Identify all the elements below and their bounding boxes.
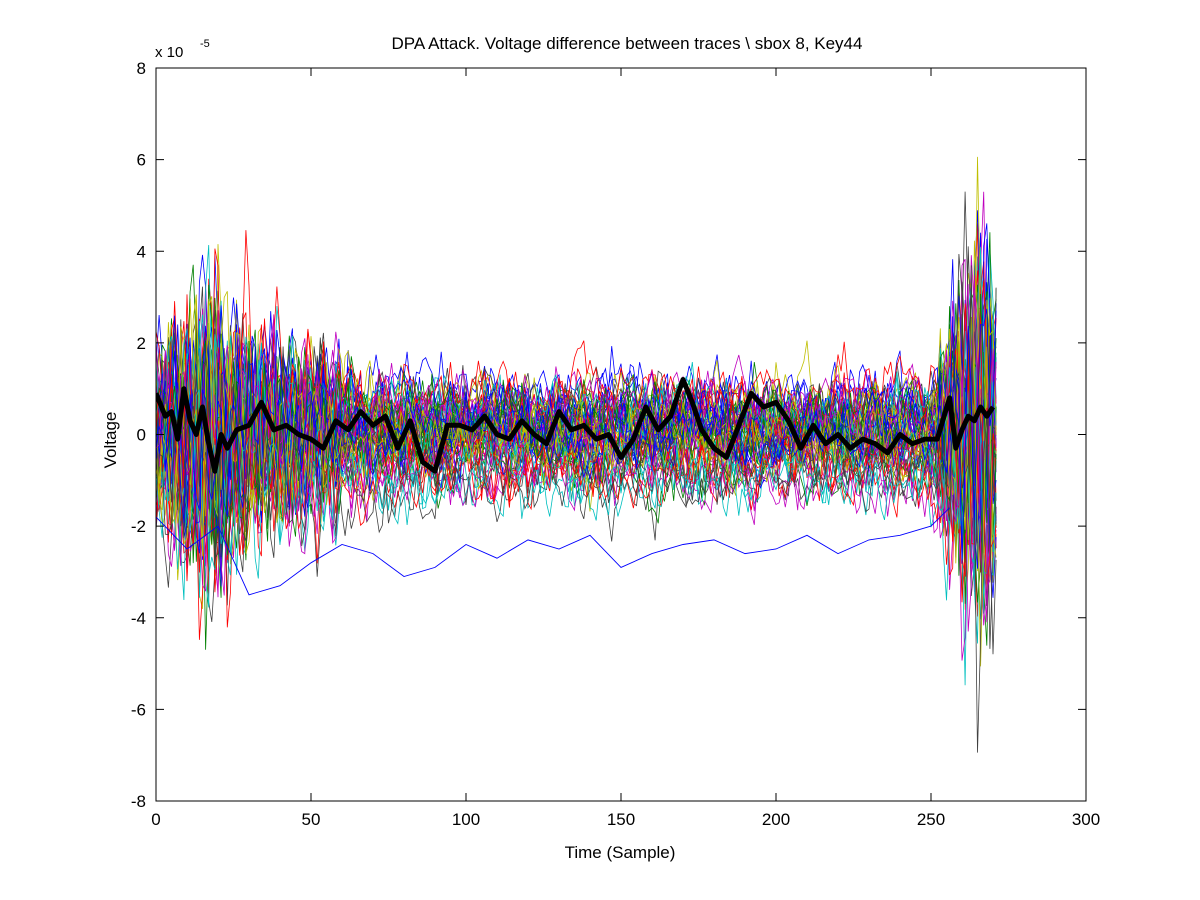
y-axis-label: Voltage [101,412,120,469]
highlighted-trace-layer [156,377,996,474]
x-tick-label: 0 [151,810,160,829]
background-trace [156,244,997,567]
y-exponent-base: x 10 [155,44,183,61]
x-tick-label: 200 [762,810,790,829]
y-tick-label: -6 [131,700,146,719]
x-tick-label: 150 [607,810,635,829]
y-tick-label: 8 [137,59,146,78]
chart-title: DPA Attack. Voltage difference between t… [392,34,863,53]
background-trace [156,334,997,608]
y-tick-label: 2 [137,334,146,353]
y-tick-label: 0 [137,426,146,445]
background-trace [156,240,997,557]
background-trace [156,308,997,564]
background-traces [156,156,997,753]
axis-ticks: 0 50 100 150 200 250 300 -8 -6 -4 -2 0 2 4 6 8 [131,59,1100,829]
x-tick-label: 300 [1072,810,1100,829]
y-tick-label: 4 [137,242,146,261]
x-tick-label: 50 [302,810,321,829]
plot-area [156,156,997,753]
y-tick-label: -4 [131,609,146,628]
y-exponent-power: -5 [200,38,210,50]
x-tick-label: 250 [917,810,945,829]
background-trace [156,191,997,563]
outlier-trace [156,507,950,596]
x-tick-label: 100 [452,810,480,829]
highlighted-trace [156,377,996,474]
background-trace [156,351,997,649]
y-tick-label: 6 [137,151,146,170]
background-trace [156,305,997,598]
y-tick-label: -2 [131,517,146,536]
background-trace [156,293,997,564]
x-axis-label: Time (Sample) [565,843,676,862]
y-tick-label: -8 [131,792,146,811]
